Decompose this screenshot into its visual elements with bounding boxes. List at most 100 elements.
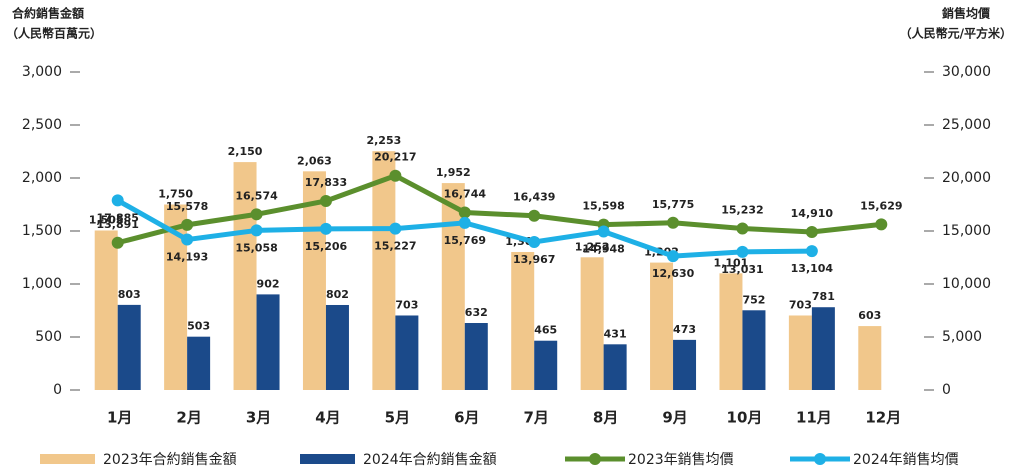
value-label: 15,206 — [305, 240, 348, 253]
x-tick-label: 10月 — [727, 409, 763, 427]
x-tick-label: 8月 — [593, 409, 618, 427]
legend-label: 2023年銷售均價 — [628, 451, 734, 468]
bar — [812, 307, 835, 390]
point — [528, 210, 540, 222]
value-label: 2,063 — [297, 154, 332, 167]
bar — [789, 315, 812, 390]
value-label: 632 — [465, 306, 488, 319]
value-label: 17,833 — [305, 176, 347, 189]
legend-swatch — [589, 453, 601, 465]
bar — [395, 315, 418, 390]
x-tick-label: 9月 — [662, 409, 687, 427]
legend-swatch — [814, 453, 826, 465]
value-label: 803 — [118, 288, 141, 301]
point — [320, 195, 332, 207]
x-tick-label: 3月 — [246, 409, 271, 427]
value-label: 16,744 — [444, 188, 487, 201]
bar — [257, 294, 280, 390]
bar — [534, 341, 557, 390]
bar — [673, 340, 696, 390]
y2-axis-unit: （人民幣元/平方米） — [900, 26, 1012, 41]
y-tick-label: 3,000 — [22, 64, 62, 80]
y2-tick-label: 20,000 — [942, 170, 991, 186]
value-label: 12,630 — [652, 267, 695, 280]
value-label: 752 — [742, 293, 765, 306]
bar — [511, 252, 534, 390]
y-axis-unit: （人民幣百萬元） — [6, 26, 102, 41]
bar — [581, 257, 604, 390]
value-label: 15,629 — [860, 199, 902, 212]
point — [806, 226, 818, 238]
value-label: 13,031 — [721, 263, 763, 276]
value-label: 2,150 — [228, 145, 263, 158]
y-tick-label: 2,000 — [22, 170, 62, 186]
bar — [858, 326, 881, 390]
value-label: 16,439 — [513, 191, 555, 204]
value-label: 2,253 — [366, 134, 401, 147]
value-label: 15,775 — [652, 198, 694, 211]
point — [459, 207, 471, 219]
point — [736, 246, 748, 258]
x-tick-label: 12月 — [865, 409, 901, 427]
y-tick-label: 1,500 — [22, 223, 62, 239]
legend-label: 2024年銷售均價 — [853, 451, 959, 468]
point — [459, 217, 471, 229]
y2-tick-label: 0 — [942, 382, 951, 398]
value-label: 465 — [534, 324, 557, 337]
y-axis-title: 合約銷售金額 — [12, 6, 84, 21]
bar — [604, 344, 627, 390]
x-tick-label: 2月 — [176, 409, 201, 427]
value-label: 1,952 — [436, 166, 471, 179]
value-label: 15,232 — [721, 204, 763, 217]
value-label: 902 — [257, 277, 280, 290]
y-tick-label: 1,000 — [22, 276, 62, 292]
bar — [650, 263, 673, 390]
y-tick-label: 0 — [53, 382, 62, 398]
legend-label: 2024年合約銷售金額 — [363, 452, 497, 468]
x-tick-label: 7月 — [523, 409, 548, 427]
value-label: 16,574 — [235, 189, 278, 202]
point — [806, 245, 818, 257]
value-label: 15,058 — [235, 241, 277, 254]
value-label: 473 — [673, 323, 696, 336]
point — [181, 219, 193, 231]
y2-tick-label: 30,000 — [942, 64, 991, 80]
y-tick-label: 2,500 — [22, 117, 62, 133]
value-label: 703 — [395, 298, 418, 311]
point — [389, 170, 401, 182]
y2-axis-title: 銷售均價 — [942, 6, 991, 21]
point — [736, 223, 748, 235]
x-tick-label: 11月 — [796, 409, 832, 427]
point — [251, 224, 263, 236]
value-label: 14,948 — [582, 243, 624, 256]
point — [320, 223, 332, 235]
value-label: 20,217 — [374, 151, 416, 164]
x-tick-label: 6月 — [454, 409, 479, 427]
value-label: 703 — [789, 298, 812, 311]
legend-swatch — [300, 454, 355, 464]
point — [528, 236, 540, 248]
value-label: 802 — [326, 288, 349, 301]
bar — [95, 230, 118, 390]
legend-swatch — [40, 454, 95, 464]
bar — [326, 305, 349, 390]
value-label: 14,910 — [791, 207, 834, 220]
bar — [465, 323, 488, 390]
value-label: 431 — [604, 327, 627, 340]
bar — [742, 310, 765, 390]
value-label: 17,885 — [96, 211, 138, 224]
point — [875, 218, 887, 230]
bar — [118, 305, 141, 390]
point — [667, 217, 679, 229]
value-label: 15,227 — [374, 240, 416, 253]
point — [389, 223, 401, 235]
value-label: 13,967 — [513, 253, 555, 266]
point — [598, 226, 610, 238]
value-label: 1,750 — [158, 188, 193, 201]
value-label: 15,578 — [166, 200, 208, 213]
value-label: 15,598 — [582, 200, 624, 213]
bar — [719, 273, 742, 390]
value-label: 14,193 — [166, 251, 208, 264]
x-tick-label: 1月 — [107, 409, 132, 427]
point — [181, 234, 193, 246]
